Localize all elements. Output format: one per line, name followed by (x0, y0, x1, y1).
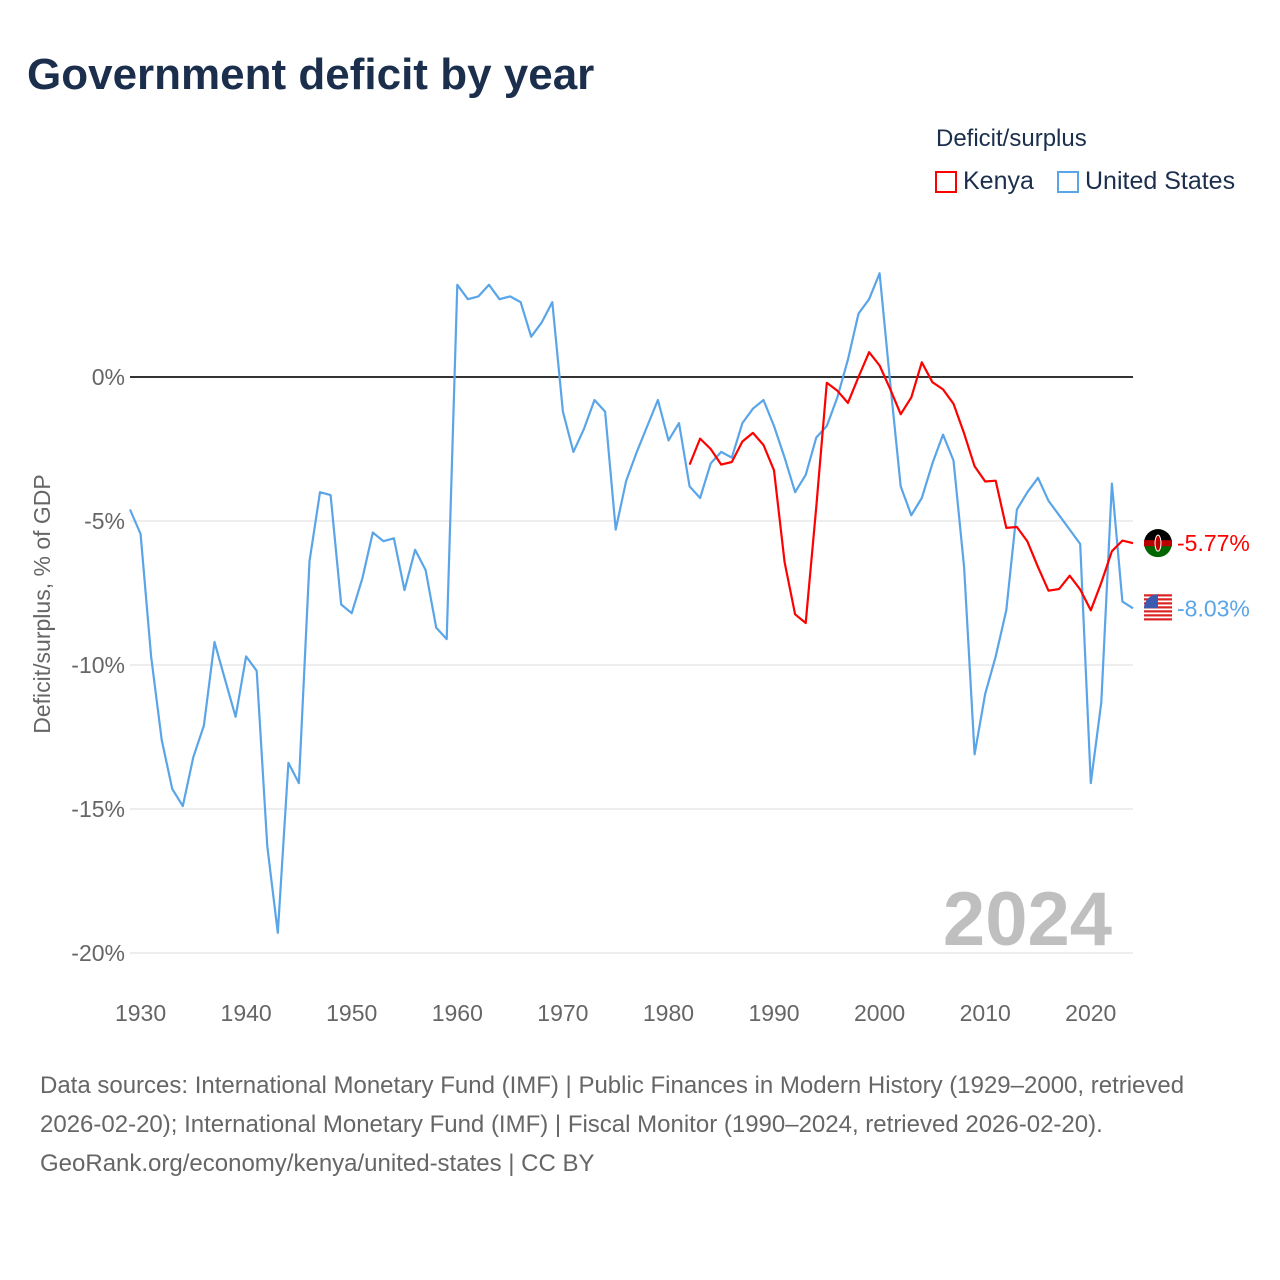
x-tick-label: 1950 (326, 1000, 377, 1026)
x-tick-label: 1930 (115, 1000, 166, 1026)
legend-swatch-kenya (935, 170, 957, 193)
x-tick-label: 1970 (537, 1000, 588, 1026)
current-year-label: 2024 (943, 877, 1112, 962)
x-tick-label: 2010 (960, 1000, 1011, 1026)
x-tick-label: 2020 (1065, 1000, 1116, 1026)
legend-title: Deficit/surplus (936, 125, 1087, 152)
x-tick-label: 1940 (221, 1000, 272, 1026)
chart-title: Government deficit by year (27, 50, 595, 99)
legend-label-kenya: Kenya (963, 167, 1034, 195)
series-line-kenya[interactable] (688, 351, 1134, 625)
y-axis-label: Deficit/surplus, % of GDP (29, 474, 55, 733)
x-tick-label: 1960 (432, 1000, 483, 1026)
y-tick-label: -15% (71, 796, 125, 822)
legend-label-united-states: United States (1085, 167, 1236, 195)
y-tick-label: -10% (71, 652, 125, 678)
data-sources: Data sources: International Monetary Fun… (40, 1072, 1185, 1138)
legend-item-kenya[interactable]: Kenya (935, 167, 1034, 196)
y-tick-label: -5% (84, 508, 125, 534)
line-chart: 0% -5% -10% -15% -20% 1930 1940 1950 1960 1970 198… (29, 272, 1250, 1026)
series-line-united-states[interactable] (128, 272, 1134, 934)
x-tick-label: 1980 (643, 1000, 694, 1026)
y-tick-label: 0% (92, 364, 125, 390)
legend-item-united-states[interactable]: United States (1057, 167, 1235, 196)
flag-icon-kenya (1144, 529, 1172, 558)
flag-icon-united-states (1144, 594, 1172, 623)
credit-link[interactable]: GeoRank.org/economy/kenya/united-states … (40, 1150, 595, 1177)
end-value-label: -8.03% (1177, 595, 1250, 621)
x-tick-label: 2000 (854, 1000, 905, 1026)
end-value-label: -5.77% (1177, 530, 1250, 556)
y-tick-label: -20% (71, 940, 125, 966)
x-tick-label: 1990 (748, 1000, 799, 1026)
footer: Data sources: International Monetary Fun… (40, 1066, 1240, 1183)
legend-swatch-united-states (1057, 170, 1079, 193)
